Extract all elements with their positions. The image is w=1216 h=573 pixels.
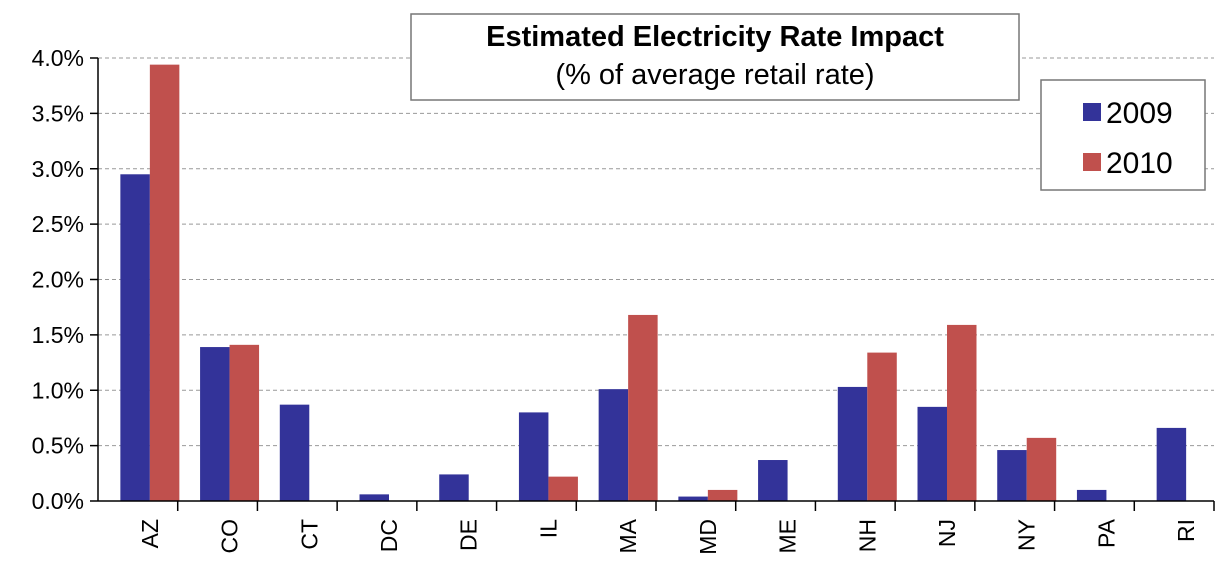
x-tick-label: NY (1014, 519, 1040, 551)
bar (1026, 437, 1057, 501)
bar (837, 386, 868, 501)
bar (628, 314, 658, 501)
bar (678, 496, 708, 501)
bar (997, 450, 1027, 501)
x-tick-label: IL (535, 519, 561, 538)
x-tick-label: MA (615, 518, 641, 553)
bar (120, 174, 150, 501)
bar (917, 406, 947, 501)
y-tick-label: 1.5% (32, 322, 84, 348)
x-tick-label: PA (1093, 518, 1119, 548)
y-tick-label: 3.5% (32, 100, 84, 126)
x-tick-label: RI (1173, 519, 1199, 542)
x-tick-label: DC (376, 519, 402, 552)
legend-swatch (1083, 103, 1101, 121)
bar (548, 476, 578, 501)
title-box (410, 13, 1020, 101)
chart-title: Estimated Electricity Rate Impact (486, 21, 944, 53)
y-tick-label: 0.5% (32, 433, 84, 459)
bar (279, 404, 310, 501)
y-tick-label: 2.5% (32, 211, 84, 237)
x-tick-label: DE (456, 519, 482, 551)
bar (947, 324, 977, 501)
bar (1076, 489, 1107, 501)
x-tick-label: CT (296, 519, 322, 550)
y-tick-label: 2.0% (32, 267, 84, 293)
x-tick-label: NH (854, 519, 880, 552)
bar (518, 412, 549, 501)
x-tick-label: CO (217, 519, 243, 554)
y-tick-label: 4.0% (32, 45, 84, 71)
chart-subtitle: (% of average retail rate) (555, 59, 874, 91)
y-tick-label: 0.0% (32, 488, 84, 514)
bar (439, 474, 469, 501)
bar (200, 347, 230, 501)
y-tick-label: 3.0% (32, 156, 84, 182)
y-tick-label: 1.0% (32, 377, 84, 403)
legend-label: 2010 (1106, 147, 1173, 180)
bar (149, 64, 180, 502)
legend-box (1040, 79, 1206, 191)
x-tick-label: NJ (934, 519, 960, 547)
x-tick-label: AZ (137, 519, 163, 548)
bar (359, 494, 389, 501)
bar (1156, 427, 1187, 501)
bar (867, 352, 897, 501)
legend-label: 2009 (1106, 97, 1173, 130)
bar (707, 489, 738, 501)
x-tick-label: ME (775, 519, 801, 554)
bar (229, 344, 260, 501)
bar (758, 460, 788, 501)
bar (598, 389, 629, 501)
legend-swatch (1083, 153, 1101, 171)
x-tick-label: MD (695, 519, 721, 555)
